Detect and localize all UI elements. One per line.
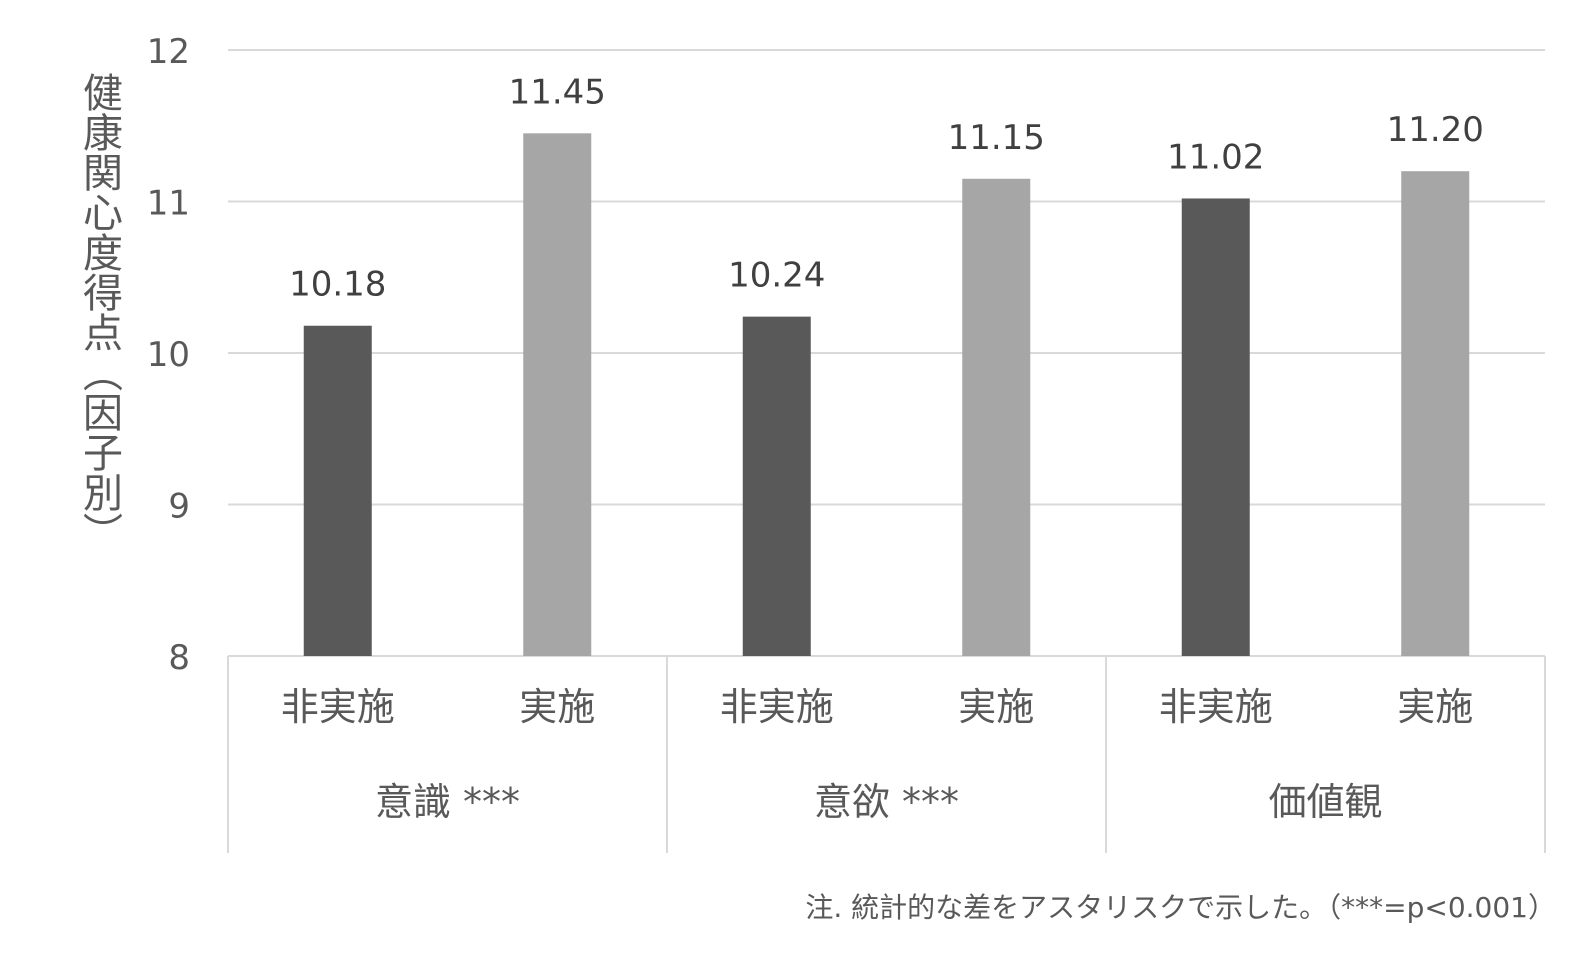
bar bbox=[303, 325, 372, 656]
data-label: 11.02 bbox=[1167, 137, 1264, 177]
y-tick-label: 8 bbox=[168, 638, 190, 678]
y-tick-label: 11 bbox=[147, 184, 190, 224]
category-label: 非実施 bbox=[281, 685, 395, 729]
data-label: 11.15 bbox=[948, 118, 1045, 158]
bar bbox=[962, 178, 1031, 656]
bar bbox=[523, 133, 592, 656]
y-tick-label: 9 bbox=[168, 487, 190, 527]
bar bbox=[1181, 198, 1250, 656]
bar bbox=[742, 316, 811, 656]
group-label: 意識 *** bbox=[375, 780, 520, 824]
y-tick-label: 10 bbox=[147, 335, 190, 375]
data-label: 11.20 bbox=[1387, 110, 1484, 150]
category-label: 実施 bbox=[958, 685, 1034, 729]
data-label: 10.18 bbox=[289, 265, 386, 305]
data-label: 11.45 bbox=[509, 72, 606, 112]
y-tick-label: 12 bbox=[147, 32, 190, 72]
group-label: 価値観 bbox=[1268, 780, 1382, 824]
group-label: 意欲 *** bbox=[814, 780, 959, 824]
chart-footnote: 注. 統計的な差をアスタリスクで示した。（***=p<0.001） bbox=[805, 891, 1556, 924]
y-axis-label: 健康関心度得点（因子別） bbox=[76, 72, 122, 552]
data-label: 10.24 bbox=[728, 256, 825, 296]
category-label: 実施 bbox=[1397, 685, 1473, 729]
category-label: 非実施 bbox=[720, 685, 834, 729]
bar bbox=[1401, 171, 1470, 656]
category-label: 非実施 bbox=[1159, 685, 1273, 729]
category-label: 実施 bbox=[519, 685, 595, 729]
